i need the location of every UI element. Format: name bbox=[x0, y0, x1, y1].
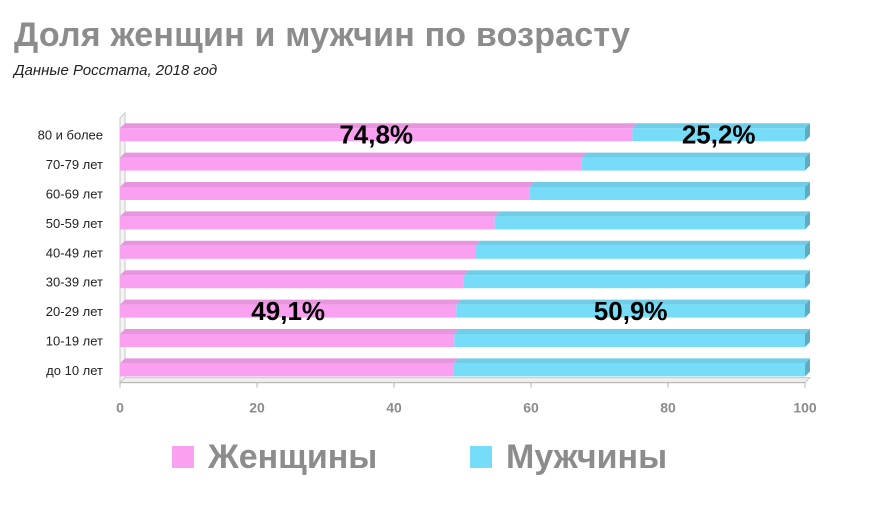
category-label: 50-59 лет bbox=[46, 216, 103, 231]
bar-men-top bbox=[581, 152, 810, 158]
bar-women bbox=[120, 275, 464, 289]
x-tick-label: 0 bbox=[116, 400, 124, 416]
legend-label-women: Женщины bbox=[208, 438, 378, 476]
bar-men bbox=[494, 216, 805, 230]
bar-women-top bbox=[120, 329, 460, 334]
bar-men-side bbox=[805, 270, 810, 289]
bar-men-side bbox=[805, 299, 810, 318]
bar-men-top bbox=[456, 299, 810, 305]
bar-men bbox=[475, 245, 805, 259]
data-label: 50,9% bbox=[594, 296, 668, 326]
bar-women-top bbox=[120, 152, 587, 158]
x-tick-label: 60 bbox=[523, 400, 539, 416]
category-label: 30-39 лет bbox=[46, 275, 103, 290]
bar-men bbox=[453, 363, 805, 377]
category-label: 70-79 лет bbox=[46, 157, 103, 172]
bar-men-top bbox=[494, 211, 810, 217]
bar-women bbox=[120, 334, 455, 347]
data-label: 74,8% bbox=[339, 120, 413, 150]
bar-men-side bbox=[805, 182, 810, 200]
bar-men-top bbox=[454, 329, 810, 334]
category-label: 20-29 лет bbox=[46, 304, 103, 319]
data-label: 49,1% bbox=[251, 296, 325, 326]
bar-men-top bbox=[453, 358, 810, 364]
legend-swatch-women bbox=[172, 446, 194, 468]
category-label: 10-19 лет bbox=[46, 334, 103, 349]
data-label: 25,2% bbox=[682, 120, 756, 150]
bar-women bbox=[120, 128, 633, 142]
legend-label-men: Мужчины bbox=[506, 438, 668, 476]
bar-men-side bbox=[805, 358, 810, 377]
axis-floor bbox=[118, 377, 812, 384]
bar-men-side bbox=[805, 152, 810, 171]
category-label: 80 и более bbox=[38, 128, 103, 143]
bar-women bbox=[120, 216, 495, 230]
x-tick-label: 20 bbox=[249, 400, 265, 416]
bar-men bbox=[632, 128, 805, 142]
bar-men bbox=[454, 334, 805, 347]
bar-women-top bbox=[120, 270, 469, 276]
legend-item-men: Мужчины bbox=[470, 440, 667, 474]
bar-women-top bbox=[120, 240, 481, 246]
chart-subtitle: Данные Росстата, 2018 год bbox=[14, 62, 218, 79]
legend-item-women: Женщины bbox=[172, 440, 377, 474]
bar-men-top bbox=[529, 182, 810, 187]
bar-women-top bbox=[120, 299, 462, 305]
x-tick-label: 40 bbox=[386, 400, 402, 416]
bar-men bbox=[463, 275, 805, 289]
legend-swatch-men bbox=[470, 446, 492, 468]
x-tick-label: 100 bbox=[793, 400, 817, 416]
category-label: 60-69 лет bbox=[46, 187, 103, 202]
bar-women-top bbox=[120, 182, 535, 187]
bar-women-top bbox=[120, 211, 500, 217]
bar-men bbox=[581, 157, 805, 171]
chart-title: Доля женщин и мужчин по возрасту bbox=[14, 16, 631, 54]
bar-men-side bbox=[805, 211, 810, 230]
bar-women bbox=[120, 245, 476, 259]
bar-men-side bbox=[805, 240, 810, 259]
bar-women bbox=[120, 187, 530, 200]
category-label: 40-49 лет bbox=[46, 245, 103, 260]
bar-men-side bbox=[805, 123, 810, 142]
category-label: до 10 лет bbox=[46, 363, 103, 378]
bar-men-top bbox=[632, 123, 810, 129]
bar-women bbox=[120, 363, 454, 377]
x-tick-label: 80 bbox=[660, 400, 676, 416]
stacked-bar-chart: 0 20 40 60 80 100 80 и более 70-79 лет 60-69 лет… bbox=[38, 111, 817, 416]
bar-women-top bbox=[120, 358, 459, 364]
bar-women bbox=[120, 304, 457, 318]
bar-men-top bbox=[475, 240, 810, 246]
bar-women-top bbox=[120, 123, 638, 129]
bar-men-top bbox=[463, 270, 810, 276]
bar-men bbox=[456, 304, 805, 318]
bar-men-side bbox=[805, 329, 810, 347]
bar-women bbox=[120, 157, 582, 171]
bar-men bbox=[529, 187, 805, 200]
